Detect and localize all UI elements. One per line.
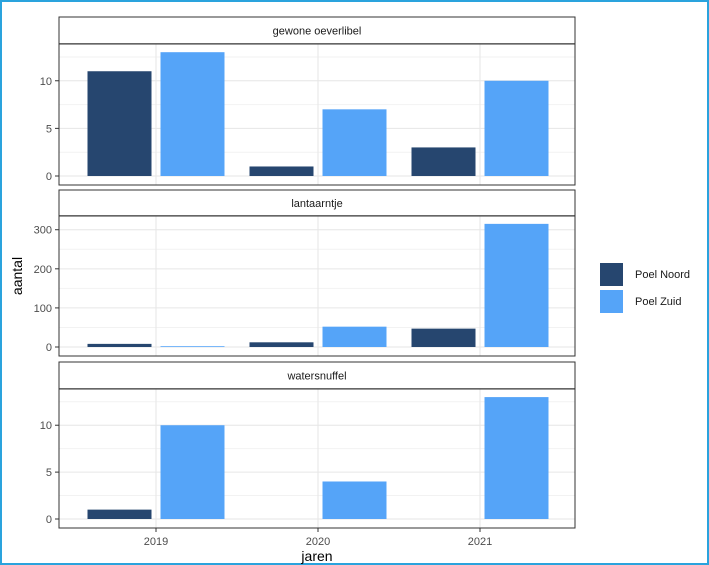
y-tick-label: 0 xyxy=(46,342,52,354)
y-tick-label: 0 xyxy=(46,514,52,526)
y-tick-label: 5 xyxy=(46,123,52,135)
facet-title: watersnuffel xyxy=(286,371,346,383)
x-tick-label: 2020 xyxy=(306,536,330,548)
y-tick-label: 300 xyxy=(34,225,52,237)
legend-label: Poel Zuid xyxy=(635,296,681,308)
y-tick-label: 0 xyxy=(46,171,52,183)
facet-strip xyxy=(58,361,576,390)
x-tick-label: 2019 xyxy=(144,536,168,548)
bar-poel-zuid xyxy=(160,52,225,176)
bar-poel-noord xyxy=(411,147,476,176)
facet-strip xyxy=(58,16,576,45)
facet-panel: watersnuffel 0 5 10 2019 2020 2021 xyxy=(40,361,576,548)
bar-poel-zuid xyxy=(322,481,387,519)
facet-panel: lantaarntje 0 100 200 300 xyxy=(34,189,576,357)
bar-poel-zuid xyxy=(484,223,549,347)
bar-poel-zuid xyxy=(484,80,549,176)
panel-border xyxy=(58,388,576,529)
bar-poel-noord xyxy=(411,328,476,347)
legend: Poel Noord Poel Zuid xyxy=(600,263,690,313)
panel-border xyxy=(58,43,576,186)
y-tick-label: 10 xyxy=(40,420,52,432)
bar-poel-noord xyxy=(249,166,314,176)
bar-poel-noord xyxy=(249,342,314,347)
y-tick-label: 5 xyxy=(46,467,52,479)
bar-poel-zuid xyxy=(160,346,225,347)
facet-panel: gewone oeverlibel 0 5 10 xyxy=(40,16,576,186)
y-tick-label: 10 xyxy=(40,76,52,88)
y-tick-label: 100 xyxy=(34,303,52,315)
y-tick-label: 200 xyxy=(34,264,52,276)
x-axis-title: jaren xyxy=(300,548,332,564)
bar-poel-zuid xyxy=(322,109,387,176)
legend-key xyxy=(600,263,623,286)
panel-border xyxy=(58,215,576,357)
facet-title: gewone oeverlibel xyxy=(273,26,362,38)
bar-poel-noord xyxy=(87,71,152,176)
bar-poel-zuid xyxy=(160,425,225,519)
facet-title: lantaarntje xyxy=(291,198,342,210)
x-tick-label: 2021 xyxy=(468,536,492,548)
bar-poel-noord xyxy=(87,509,152,519)
bar-poel-zuid xyxy=(484,397,549,519)
y-axis-title: aantal xyxy=(9,257,25,295)
bar-poel-noord xyxy=(87,343,152,347)
legend-key xyxy=(600,290,623,313)
bar-poel-zuid xyxy=(322,326,387,347)
legend-label: Poel Noord xyxy=(635,269,690,281)
